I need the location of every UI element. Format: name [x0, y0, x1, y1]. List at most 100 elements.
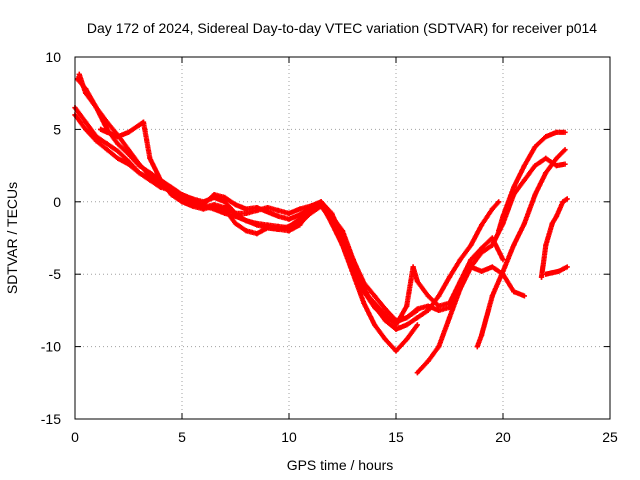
data-point	[93, 105, 99, 111]
data-point	[479, 245, 485, 251]
plot-frame	[74, 56, 611, 420]
data-point	[115, 134, 121, 140]
data-point	[179, 199, 185, 205]
data-point	[104, 129, 110, 135]
data-point	[393, 319, 399, 325]
data-series	[72, 71, 570, 376]
data-point	[254, 207, 260, 214]
data-point	[147, 170, 153, 176]
data-point	[307, 207, 313, 214]
data-point	[286, 210, 292, 216]
chart-title: Day 172 of 2024, Sidereal Day-to-day VTE…	[87, 20, 597, 36]
data-point	[543, 155, 549, 161]
data-point	[254, 220, 260, 227]
data-point	[549, 270, 555, 276]
x-tick-label: 0	[71, 429, 79, 445]
data-point	[414, 370, 420, 376]
data-point	[414, 315, 420, 321]
data-point	[232, 202, 239, 208]
data-point	[479, 222, 485, 228]
data-point	[243, 218, 249, 224]
data-point	[414, 322, 420, 328]
data-point	[532, 144, 538, 150]
data-point	[265, 204, 271, 211]
y-tick-label: -10	[41, 339, 61, 355]
data-point	[140, 119, 147, 125]
data-point	[265, 225, 271, 231]
data-point	[136, 163, 142, 169]
data-point	[115, 155, 121, 161]
data-point	[532, 163, 538, 169]
data-point	[436, 303, 442, 309]
data-point	[190, 203, 196, 209]
data-point	[382, 306, 388, 312]
data-point	[372, 293, 378, 299]
data-point	[307, 203, 313, 209]
data-point	[425, 307, 431, 313]
y-tick-label: 10	[45, 49, 61, 65]
x-tick-label: 5	[178, 429, 186, 445]
data-point	[489, 293, 495, 299]
data-point	[222, 194, 228, 201]
data-point	[104, 147, 110, 153]
data-point	[479, 268, 485, 274]
data-point	[562, 129, 568, 135]
series-track-11	[543, 264, 570, 277]
data-point	[560, 199, 566, 205]
data-point	[521, 293, 527, 299]
data-point	[393, 326, 399, 332]
data-point	[489, 242, 495, 248]
data-point	[372, 322, 378, 328]
data-point	[136, 170, 142, 176]
data-point	[425, 293, 431, 299]
data-point	[404, 315, 410, 321]
data-point	[93, 138, 99, 144]
data-point	[404, 303, 410, 309]
data-point	[125, 158, 132, 164]
y-tick-label: 0	[53, 194, 61, 210]
data-point	[76, 71, 82, 77]
data-point	[115, 141, 121, 147]
data-point	[511, 184, 517, 190]
series-track-9	[496, 129, 568, 234]
data-point	[393, 348, 399, 354]
data-point	[318, 203, 324, 209]
data-point	[436, 344, 442, 350]
data-point	[500, 213, 506, 219]
data-point	[222, 206, 228, 212]
data-point	[297, 222, 303, 228]
data-point	[297, 206, 303, 212]
data-point	[468, 264, 474, 270]
data-point	[200, 206, 206, 212]
data-point	[232, 210, 239, 216]
data-point	[511, 242, 517, 248]
x-axis-label: GPS time / hours	[287, 457, 394, 473]
data-point	[521, 220, 527, 227]
data-point	[243, 206, 249, 212]
data-point	[436, 293, 442, 299]
data-point	[414, 278, 420, 285]
data-point	[286, 216, 292, 222]
data-point	[500, 268, 506, 274]
data-point	[457, 286, 463, 292]
data-point	[479, 332, 485, 338]
data-point	[532, 191, 538, 198]
y-tick-label: -15	[41, 411, 61, 427]
data-point	[83, 126, 89, 132]
x-tick-label: 20	[495, 429, 511, 445]
data-point	[521, 163, 527, 169]
x-tick-label: 25	[602, 429, 618, 445]
data-point	[446, 315, 453, 321]
data-point	[83, 119, 89, 125]
data-point	[297, 212, 303, 218]
data-point	[553, 155, 560, 161]
y-tick-label: 5	[53, 121, 61, 137]
data-point	[211, 203, 217, 209]
data-point	[553, 213, 560, 219]
data-point	[275, 213, 281, 219]
data-point	[543, 271, 549, 277]
data-point	[361, 300, 367, 306]
series-track-5	[98, 119, 420, 325]
data-point	[382, 336, 388, 342]
